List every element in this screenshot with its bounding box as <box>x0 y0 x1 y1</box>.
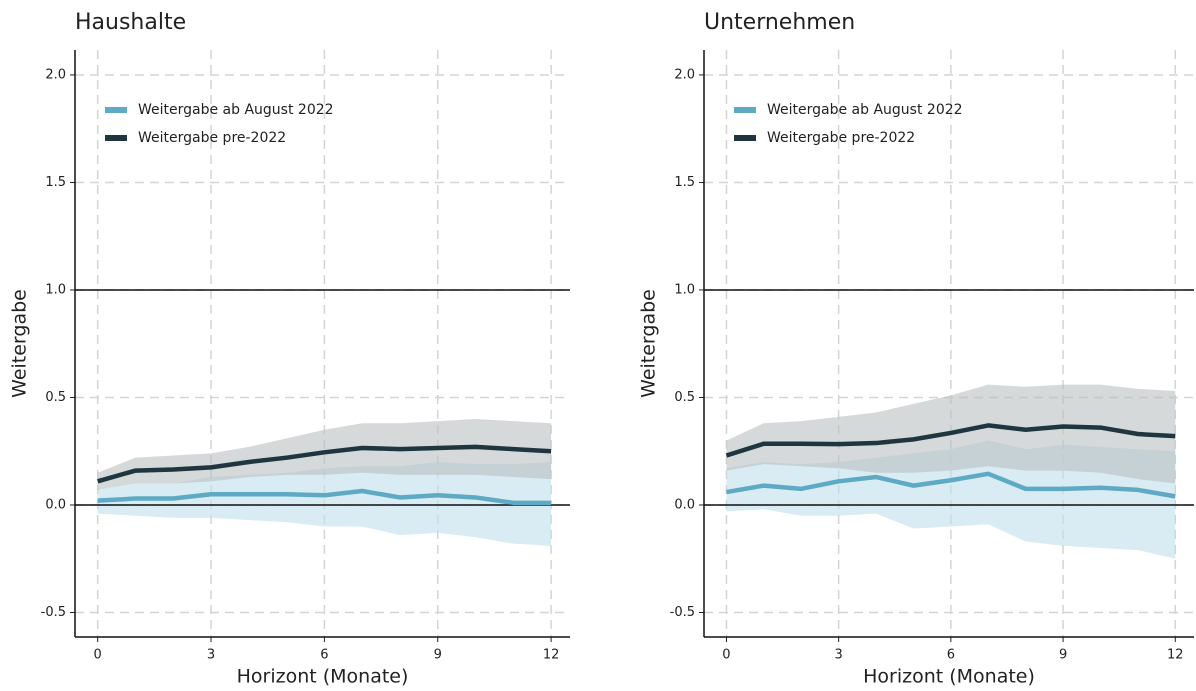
chart-title: Unternehmen <box>704 10 855 35</box>
legend-label: Weitergabe ab August 2022 <box>138 102 334 118</box>
y-tick-label: 1.0 <box>674 282 695 297</box>
y-tick-label: 0.0 <box>674 497 695 512</box>
y-tick-label: 1.5 <box>674 175 695 190</box>
legend-swatch <box>105 107 127 113</box>
series-line <box>725 423 1176 458</box>
y-axis-label: Weitergabe <box>9 289 31 398</box>
y-tick-label: 0.5 <box>674 390 695 405</box>
legend-swatch <box>734 135 756 141</box>
legend-label: Weitergabe pre-2022 <box>138 130 286 146</box>
x-axis-label: Horizont (Monate) <box>237 666 409 688</box>
legend-label: Weitergabe pre-2022 <box>767 130 915 146</box>
x-tick-label: 6 <box>320 648 328 663</box>
x-tick-label: 12 <box>1167 648 1184 663</box>
legend-swatch <box>734 107 756 113</box>
x-tick-label: 9 <box>434 648 442 663</box>
confidence-band <box>97 461 552 546</box>
x-tick-label: 0 <box>722 648 730 663</box>
x-tick-label: 9 <box>1059 648 1067 663</box>
x-tick-label: 6 <box>947 648 955 663</box>
series-line <box>97 488 552 506</box>
y-tick-label: 1.0 <box>45 282 66 297</box>
x-tick-label: 12 <box>543 648 560 663</box>
legend-swatch <box>105 135 127 141</box>
y-tick-label: 0.5 <box>45 390 66 405</box>
y-tick-label: -0.5 <box>670 605 695 620</box>
x-tick-label: 3 <box>207 648 215 663</box>
legend-label: Weitergabe ab August 2022 <box>767 102 963 118</box>
x-tick-label: 3 <box>835 648 843 663</box>
y-tick-label: 2.0 <box>45 67 66 82</box>
y-tick-label: 0.0 <box>45 497 66 512</box>
y-tick-label: -0.5 <box>41 605 66 620</box>
x-tick-label: 0 <box>94 648 102 663</box>
x-axis-label: Horizont (Monate) <box>863 666 1035 688</box>
series-line <box>97 444 552 484</box>
y-tick-label: 1.5 <box>45 175 66 190</box>
y-axis-label: Weitergabe <box>638 289 660 398</box>
chart-title: Haushalte <box>75 10 186 35</box>
series-line <box>726 471 1176 499</box>
y-tick-label: 2.0 <box>674 67 695 82</box>
